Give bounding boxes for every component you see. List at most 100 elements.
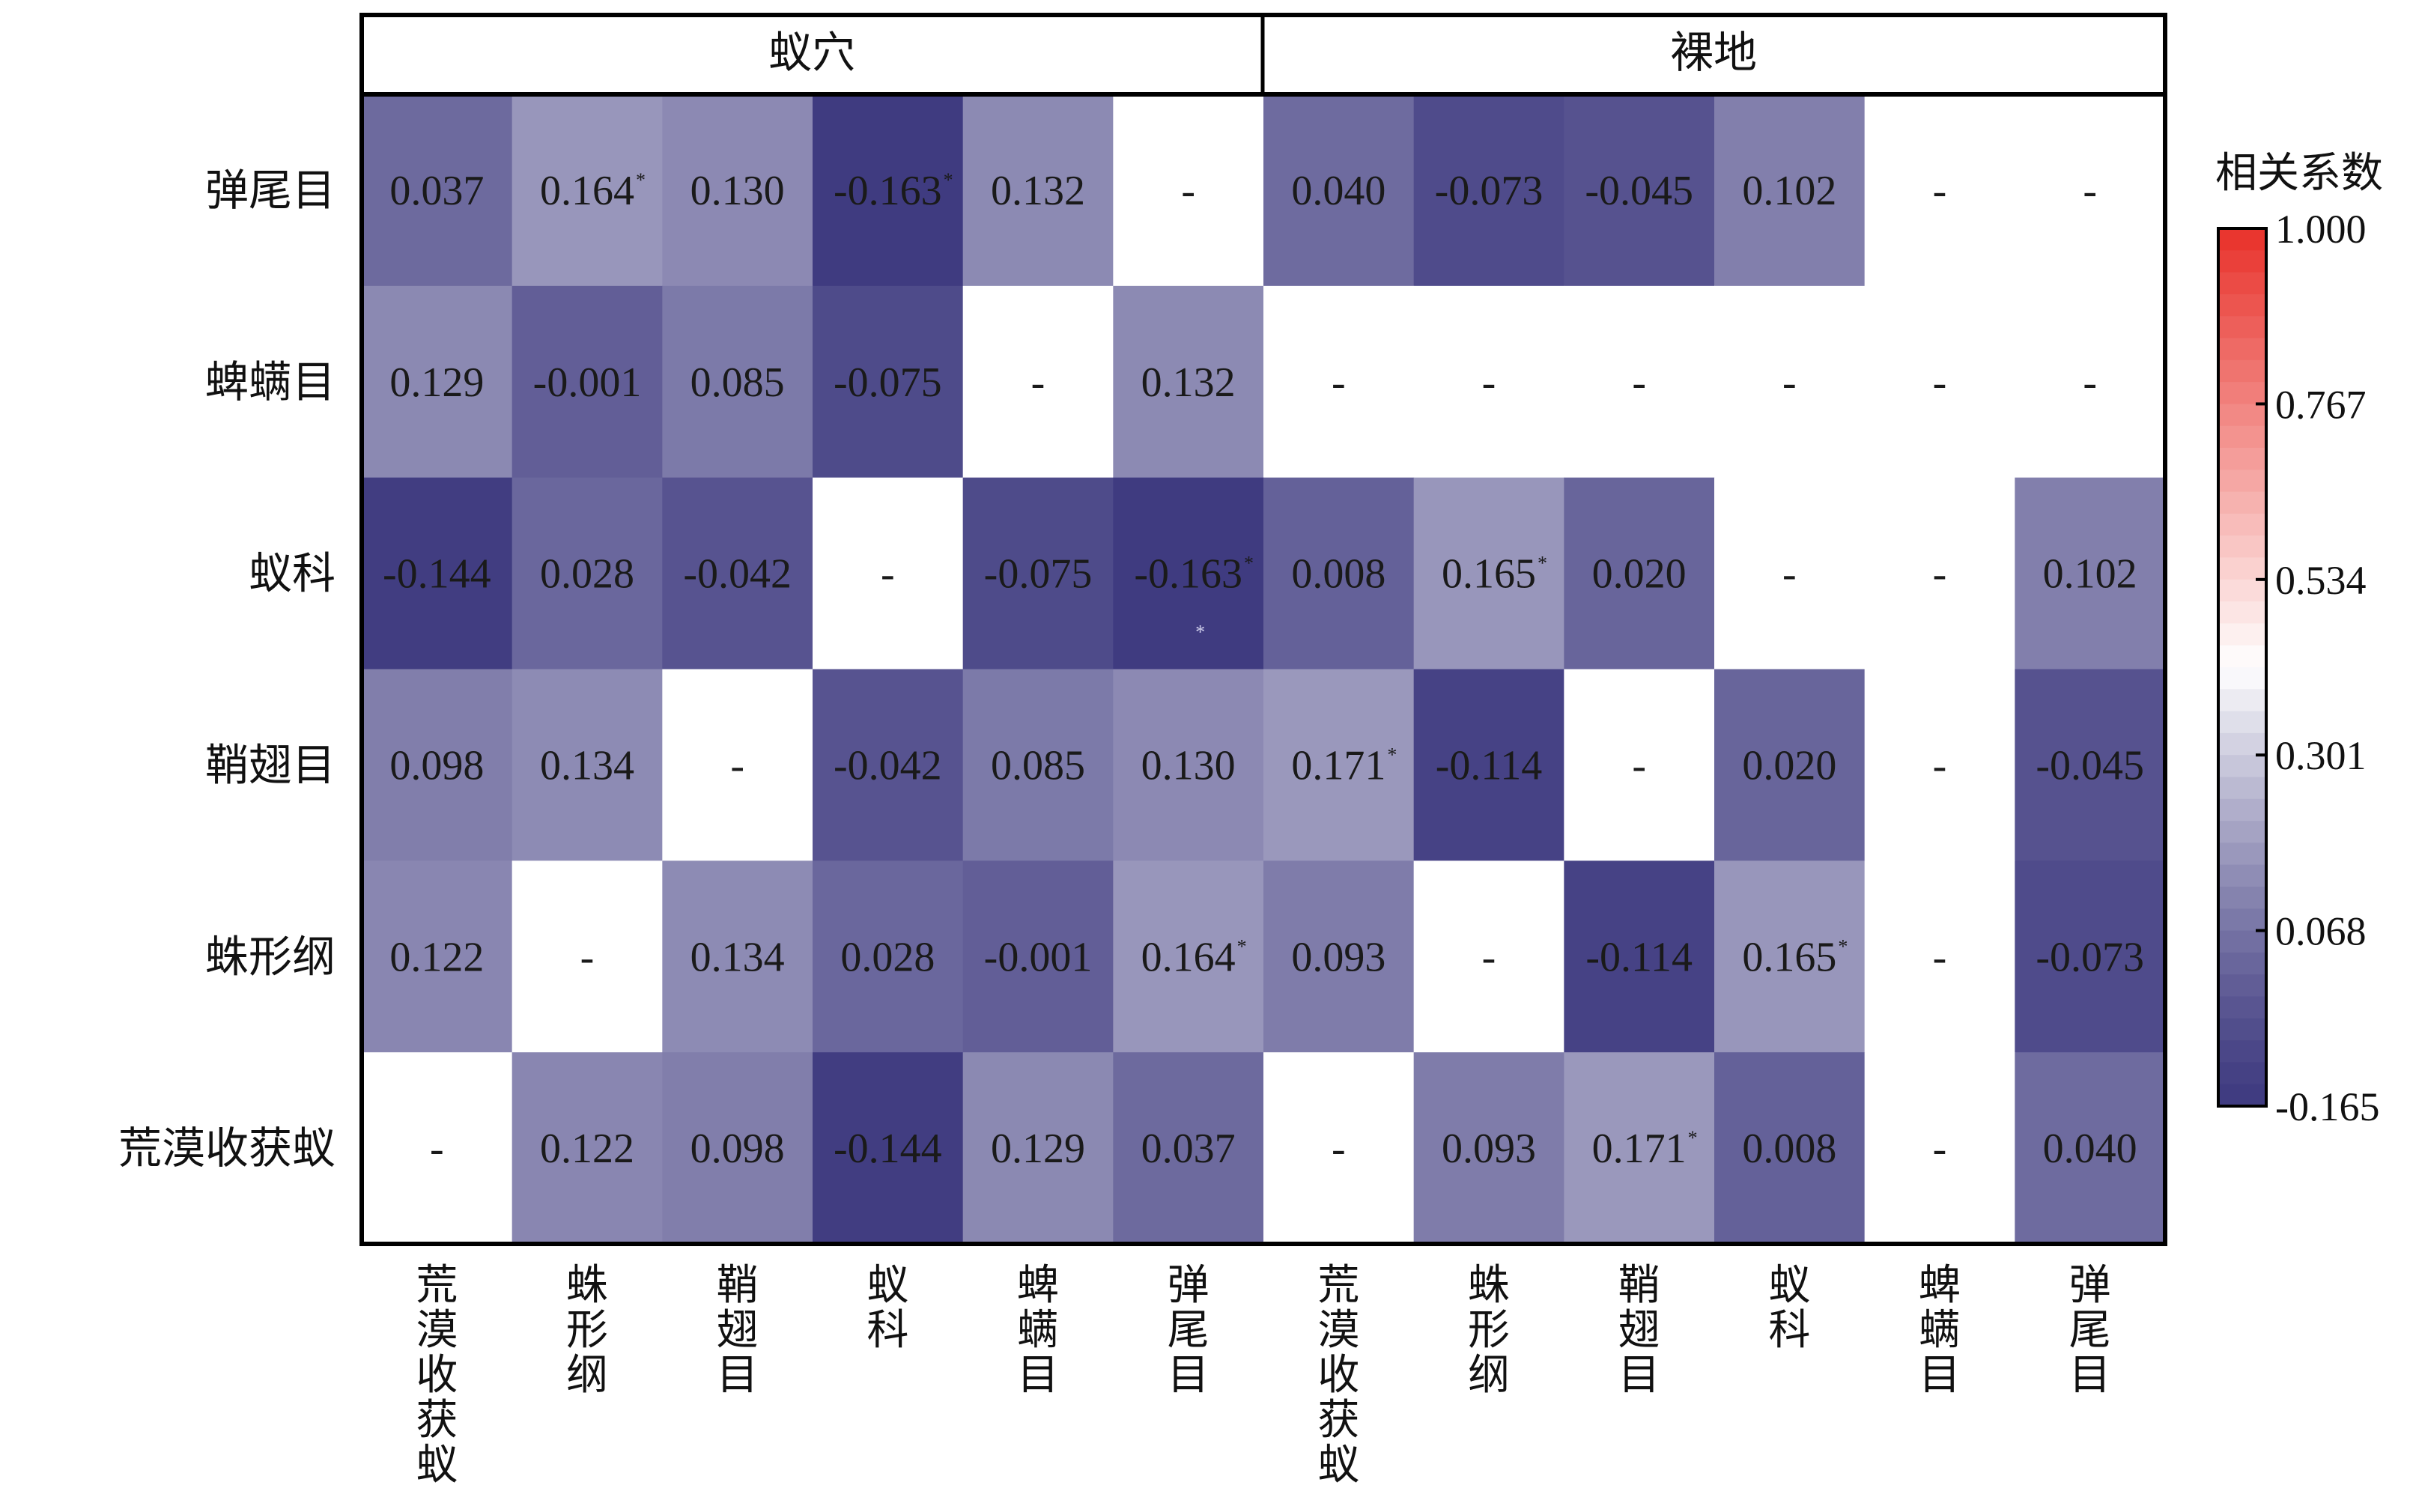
cell-value: 0.132 [991,168,1085,214]
cell-value: -0.144 [383,551,491,598]
heatmap-cell [813,1052,964,1245]
cell-value: -0.045 [1585,168,1693,214]
cell-value: 0.098 [690,1126,785,1172]
colorbar-segment [2218,1040,2266,1063]
colorbar-segment [2218,579,2266,602]
cell-value: - [1332,359,1346,406]
heatmap-cell [1263,669,1415,861]
heatmap-cell [662,477,813,670]
colorbar-frame [2217,227,2268,1108]
heatmap-cell [362,860,513,1053]
cell-value: - [430,1126,444,1172]
heatmap-cell [962,477,1114,670]
colorbar-segment [2218,645,2266,668]
cell-value: 0.171 [1291,742,1385,789]
cell-value: 0.134 [540,742,634,789]
heatmap-cell [1413,669,1564,861]
colorbar-segment [2218,864,2266,887]
significance-marker: * [636,169,646,191]
colorbar-segment [2218,491,2266,514]
heatmap-cell [362,285,513,479]
heatmap-cell [1263,94,1415,287]
heatmap-cell [1864,669,2015,861]
heatmap-cell [1864,860,2015,1053]
colorbar-segment [2218,732,2266,756]
cell-value: - [1933,934,1947,980]
heatmap-cell [1113,477,1264,670]
colorbar-segment [2218,513,2266,536]
colorbar-segment [2218,689,2266,712]
colorbar-segment [2218,228,2266,251]
heatmap-cell [1113,860,1264,1053]
colorbar-segment [2218,382,2266,404]
colorbar-tick-label: 1.000 [2275,207,2367,252]
column-label: 鞘翅目 [1618,1261,1660,1400]
heatmap-cell [962,285,1114,479]
colorbar-segment [2218,821,2266,843]
cell-value: 0.165 [1742,934,1836,980]
column-label: 蛛形纲 [1468,1261,1510,1400]
heatmap-cell [813,477,964,670]
heatmap-cell [1564,94,1715,287]
heatmap-cell [662,94,813,287]
heatmap-cell [1413,285,1564,479]
heatmap-cell [813,285,964,479]
column-label: 弹尾目 [2069,1261,2111,1400]
cell-value: - [1181,168,1195,214]
cell-value: -0.163 [834,168,942,214]
cell-value: 0.020 [1742,742,1836,789]
significance-marker: * [944,169,953,191]
cell-value: - [730,742,744,789]
cell-value: 0.040 [2043,1126,2137,1172]
cell-value: -0.073 [1435,168,1544,214]
colorbar-segment [2218,250,2266,273]
significance-marker: * [1688,1127,1698,1149]
heatmap-cell [1864,94,2015,287]
heatmap-cell [512,477,663,670]
cell-value: -0.075 [834,359,942,406]
cell-value: 0.093 [1442,1126,1536,1172]
cell-value: - [1632,742,1646,789]
cell-value: 0.008 [1742,1126,1836,1172]
column-labels: 荒漠收获蚁 蛛形纲 鞘翅目 蚁科 蜱螨目 弹尾目 荒漠收获蚁 蛛形纲 鞘翅目 蚁科 蜱螨目 弹尾目 [416,1261,2110,1490]
cell-value: -0.045 [2036,742,2144,789]
heatmap-cell [1263,285,1415,479]
cell-value: 0.020 [1592,551,1687,598]
heatmap-cell [512,1052,663,1245]
colorbar-segment [2218,842,2266,866]
cell-value: - [1632,359,1646,406]
cell-value: 0.028 [540,551,634,598]
colorbar-tick-label: -0.165 [2275,1084,2379,1129]
colorbar-segment [2218,623,2266,646]
row-label: 蜱螨目 [205,356,336,407]
heatmap-cell [662,285,813,479]
cell-value: 0.093 [1291,934,1385,980]
cell-value: - [2083,359,2097,406]
heatmap-cell [1564,860,1715,1053]
cell-value: 0.122 [389,934,484,980]
cell-value: -0.042 [834,742,942,789]
heatmap-cells: 0.037 0.164 * 0.130 -0.163 * 0.132-0.040 -0.073… [362,94,2166,1245]
heatmap-cell [1263,1052,1415,1245]
cell-value: - [1933,168,1947,214]
colorbar-segment [2218,1018,2266,1041]
heatmap-cell [662,1052,813,1245]
cell-value: 0.037 [389,168,484,214]
cell-value: 0.098 [389,742,484,789]
colorbar-ticks: 1.000 0.767 0.534 0.301 0.068 -0.165 [2256,207,2379,1129]
colorbar-title: 相关系数 [2215,149,2383,198]
colorbar-segments [2218,228,2266,1107]
colorbar-segment [2218,908,2266,932]
cell-value: 0.171 [1592,1126,1687,1172]
colorbar-tick-label: 0.767 [2275,382,2367,427]
cell-value: 0.164 [540,168,634,214]
heatmap-cell [1564,669,1715,861]
heatmap-cell [362,669,513,861]
cell-value: - [1782,551,1797,598]
significance-marker: * [1387,744,1397,765]
heatmap-cell [962,94,1114,287]
cell-value: -0.163 [1134,551,1242,598]
cell-value: 0.129 [389,359,484,406]
cell-value: - [1332,1126,1346,1172]
